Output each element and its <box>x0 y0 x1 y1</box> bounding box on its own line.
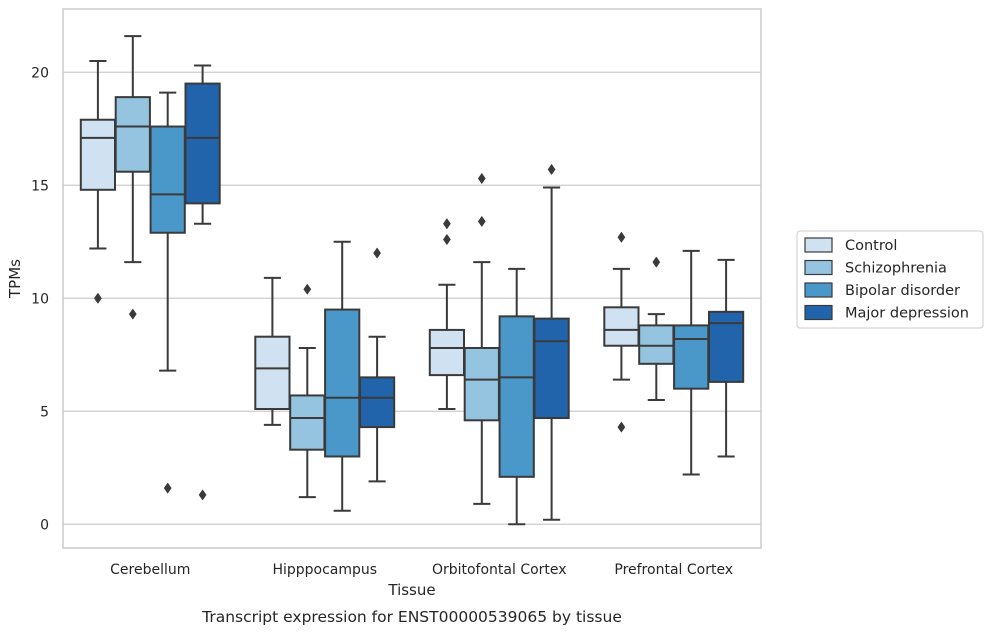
y-tick-5: 5 <box>40 404 49 420</box>
iqr-box <box>114 96 151 173</box>
legend-item-bipolar-disorder: Bipolar disorder <box>804 282 960 299</box>
box-control-cerebellum <box>79 59 117 304</box>
box-bipolar-disorder-orbitofontal-cortex <box>498 267 535 526</box>
legend-frame <box>796 230 984 329</box>
iqr-box <box>149 125 186 234</box>
box-control-hipppocampus <box>254 276 291 426</box>
x-axis-label: Tissue <box>387 581 435 599</box>
outlier-point <box>373 247 382 259</box>
outlier-point <box>128 308 137 320</box>
box-control-prefrontal-cortex <box>603 231 640 433</box>
plot-frame <box>62 8 762 549</box>
box-schizophrenia-orbitofontal-cortex <box>463 172 500 505</box>
iqr-box <box>498 315 535 478</box>
outlier-point <box>442 233 451 246</box>
box-major-depression-cerebellum <box>184 64 221 501</box>
outlier-point <box>477 215 486 228</box>
box-schizophrenia-hipppocampus <box>289 283 326 499</box>
legend-swatch <box>804 259 833 276</box>
outlier-point <box>303 283 312 295</box>
box-major-depression-hipppocampus <box>358 247 396 483</box>
iqr-box <box>638 324 675 365</box>
iqr-box <box>289 394 326 451</box>
legend-swatch <box>804 237 833 253</box>
box-control-orbitofontal-cortex <box>428 218 466 411</box>
x-tick-labels: Cerebellum Hipppocampus Orbitofontal Corte… <box>110 562 733 578</box>
y-tick-labels: 0 5 10 15 20 <box>31 65 49 533</box>
box-schizophrenia-prefrontal-cortex <box>638 256 675 401</box>
y-axis-label: TPMs <box>6 259 24 299</box>
x-tick-orbitofontal-cortex: Orbitofontal Cortex <box>432 562 567 578</box>
box-schizophrenia-cerebellum <box>114 35 151 320</box>
iqr-box <box>254 335 291 411</box>
y-tick-0: 0 <box>40 517 49 533</box>
iqr-box <box>79 118 117 191</box>
outlier-point <box>617 231 626 243</box>
legend-label: Bipolar disorder <box>845 283 960 299</box>
iqr-box <box>673 324 710 390</box>
outlier-point <box>617 421 626 433</box>
x-tick-prefrontal-cortex: Prefrontal Cortex <box>614 562 733 578</box>
iqr-box <box>603 306 640 347</box>
legend-item-schizophrenia: Schizophrenia <box>804 259 947 277</box>
iqr-box <box>184 82 221 205</box>
box-major-depression-orbitofontal-cortex <box>533 163 570 521</box>
legend-item-major-depression: Major depression <box>804 304 969 322</box>
box-bipolar-disorder-cerebellum <box>149 91 186 494</box>
outlier-point <box>442 218 451 230</box>
legend-items: Control Schizophrenia Bipolar disorder Majo… <box>804 237 969 322</box>
box-layer <box>79 35 745 526</box>
iqr-box <box>463 346 500 422</box>
iqr-box <box>358 376 396 429</box>
outlier-point <box>163 482 172 494</box>
box-major-depression-prefrontal-cortex <box>707 258 745 458</box>
y-tick-15: 15 <box>31 178 49 194</box>
y-tick-20: 20 <box>31 65 49 81</box>
legend-swatch <box>804 282 833 298</box>
iqr-box <box>324 308 361 458</box>
legend-item-control: Control <box>804 237 897 254</box>
outlier-point <box>198 489 207 501</box>
legend-label: Schizophrenia <box>845 261 947 277</box>
box-bipolar-disorder-hipppocampus <box>324 240 361 512</box>
chart-caption: Transcript expression for ENST0000053906… <box>201 608 622 626</box>
outlier-point <box>93 292 102 304</box>
y-tick-10: 10 <box>31 291 49 307</box>
outlier-point <box>547 163 556 176</box>
legend: Control Schizophrenia Bipolar disorder Majo… <box>796 230 984 329</box>
outlier-point <box>652 256 661 268</box>
legend-label: Major depression <box>845 306 969 322</box>
legend-swatch <box>804 304 833 321</box>
x-tick-hipppocampus: Hipppocampus <box>272 562 377 578</box>
outlier-point <box>477 172 486 185</box>
iqr-box <box>428 328 466 377</box>
legend-label: Control <box>845 238 897 254</box>
x-tick-cerebellum: Cerebellum <box>110 562 190 578</box>
box-bipolar-disorder-prefrontal-cortex <box>673 249 710 476</box>
iqr-box <box>533 317 570 420</box>
